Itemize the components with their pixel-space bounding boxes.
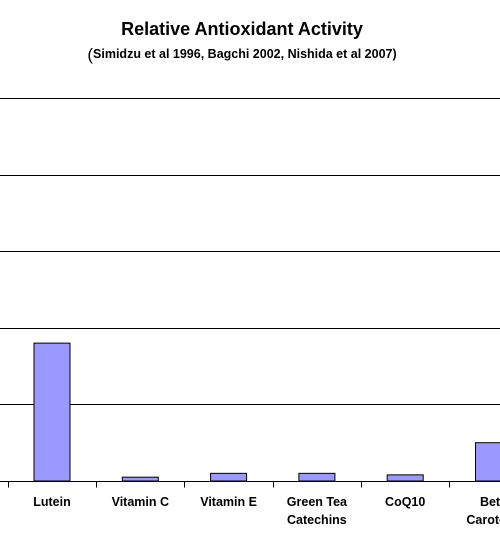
subtitle-text: Simidzu et al 1996, Bagchi 2002, Nishida… <box>93 47 397 61</box>
chart-subtitle: (Simidzu et al 1996, Bagchi 2002, Nishid… <box>0 45 484 65</box>
x-tick-label: Carotene <box>466 513 500 527</box>
bars <box>33 342 500 482</box>
x-tick-label: Vitamin C <box>112 495 169 509</box>
x-axis <box>0 481 500 488</box>
x-tick-label: Green Tea <box>287 495 348 509</box>
bar <box>298 472 336 482</box>
subtitle-open-paren: ( <box>87 45 94 64</box>
x-tick-label: CoQ10 <box>385 495 425 509</box>
category-labels: Lutein Vitamin C Vitamin E Green Tea Catechi… <box>33 495 500 527</box>
chart-title: Relative Antioxidant Activity <box>121 19 363 39</box>
bar <box>475 442 500 482</box>
x-tick-label: Vitamin E <box>200 495 257 509</box>
bar <box>210 472 248 482</box>
bar <box>33 342 71 482</box>
x-tick-label: Catechins <box>287 513 347 527</box>
bar <box>386 474 424 482</box>
bar <box>121 476 159 482</box>
x-tick-label: Lutein <box>33 495 71 509</box>
x-tick-label: Beta <box>480 495 500 509</box>
gridlines <box>0 98 500 405</box>
